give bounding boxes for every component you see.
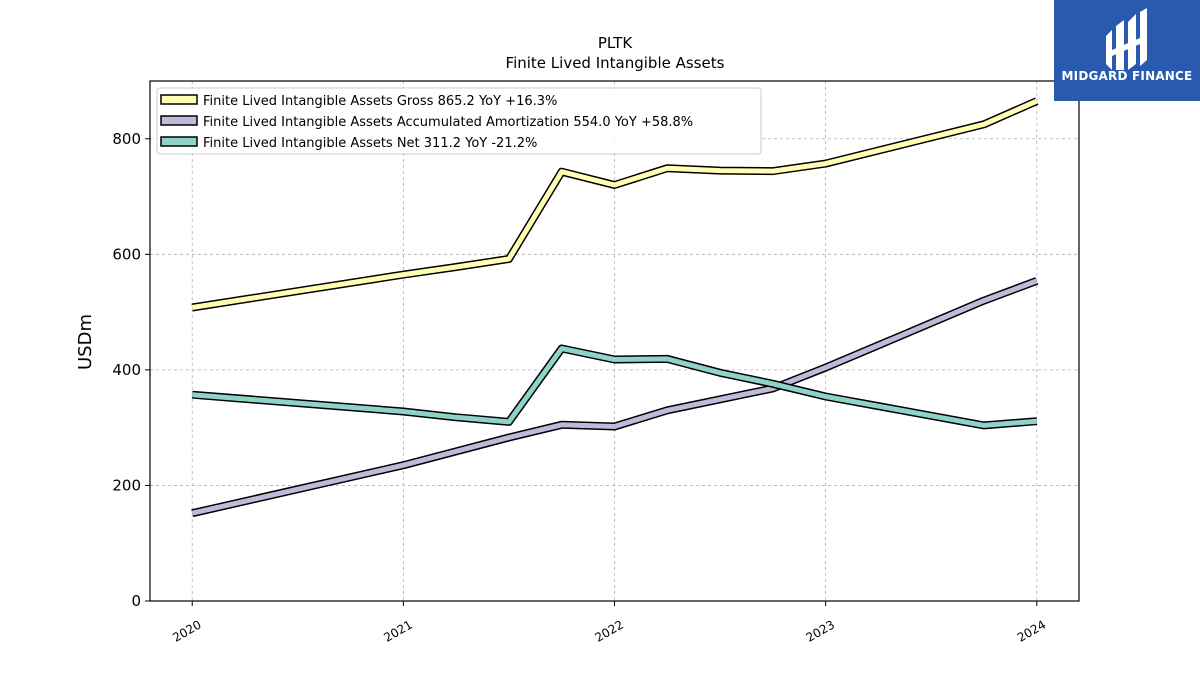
brand-logo: MIDGARD FINANCE <box>1054 0 1200 101</box>
legend-swatch <box>160 136 198 147</box>
brand-name: MIDGARD FINANCE <box>1061 69 1193 83</box>
legend-swatch <box>160 94 198 105</box>
y-tick-label: 0 <box>131 592 141 610</box>
legend-box <box>156 87 762 155</box>
chart-subtitle: Finite Lived Intangible Assets <box>506 54 725 72</box>
x-tick-label: 2020 <box>170 617 203 644</box>
series-line <box>192 346 1037 428</box>
legend-label: Finite Lived Intangible Assets Net 311.2… <box>203 136 537 151</box>
x-tick-label: 2021 <box>381 617 414 644</box>
grid-lines <box>150 81 1079 602</box>
legend-label: Finite Lived Intangible Assets Accumulat… <box>203 115 693 130</box>
legend-label: Finite Lived Intangible Assets Gross 865… <box>203 94 557 109</box>
series-layer <box>191 97 1039 518</box>
y-tick-label: 800 <box>112 130 141 148</box>
legend-swatch <box>160 115 198 126</box>
y-tick-label: 200 <box>112 476 141 494</box>
chart-title: PLTK <box>598 34 633 52</box>
series-line <box>191 278 1038 516</box>
axes: 0 200 400 600 800 2020 2021 2022 2023 2024 <box>112 130 1048 645</box>
x-tick-label: 2022 <box>593 617 626 644</box>
x-tick-label: 2023 <box>804 617 837 644</box>
legend: Finite Lived Intangible Assets Gross 865… <box>156 87 762 155</box>
y-axis-label: USDm <box>75 314 96 370</box>
brand-mark-icon <box>1106 8 1147 70</box>
y-tick-label: 600 <box>112 245 141 263</box>
y-tick-label: 400 <box>112 361 141 379</box>
series-line <box>191 98 1038 310</box>
x-tick-label: 2024 <box>1015 617 1048 644</box>
